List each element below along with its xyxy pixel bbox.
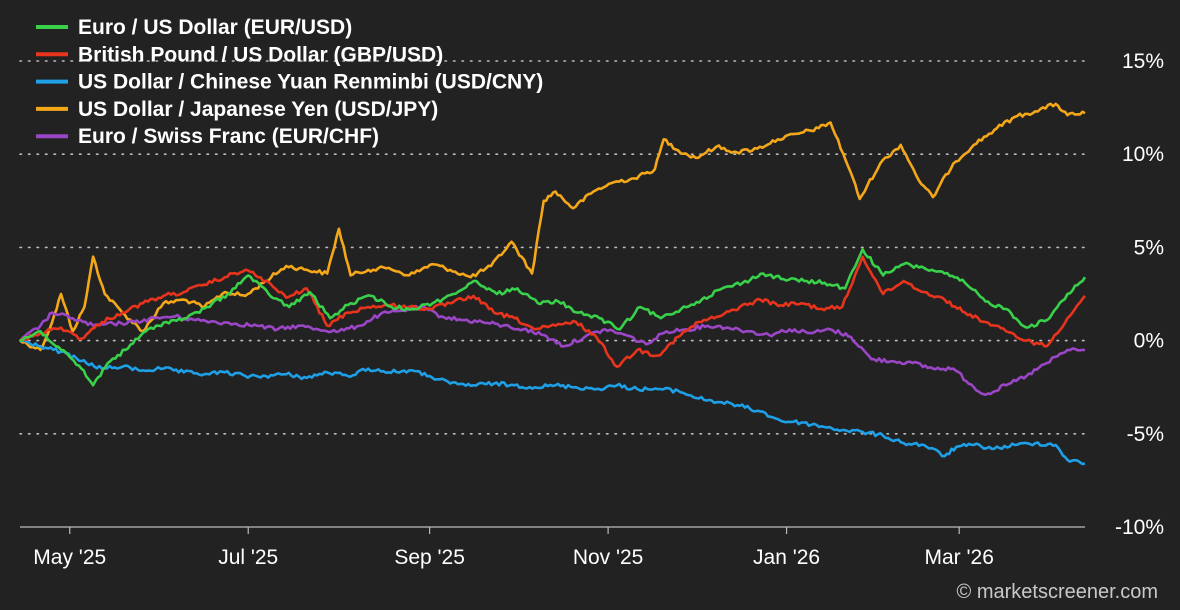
y-axis-ticks: 15% 10% 5% 0% -5% -10% [1115, 50, 1164, 539]
series-line [19, 304, 1085, 396]
x-tick-label: Nov '25 [573, 546, 644, 569]
legend-label: Euro / Swiss Franc (EUR/CHF) [78, 125, 379, 148]
x-axis-ticks: May '25 Jul '25 Sep '25 Nov '25 Jan '26 Mar '… [33, 527, 994, 569]
legend-label: US Dollar / Chinese Yuan Renminbi (USD/C… [78, 71, 543, 94]
x-tick-label: Jan '26 [753, 546, 820, 569]
copyright-text: © marketscreener.com [957, 581, 1158, 603]
x-tick-label: Sep '25 [394, 546, 465, 569]
legend: Euro / US Dollar (EUR/USD) British Pound … [36, 16, 543, 148]
y-tick-label: 15% [1122, 50, 1164, 73]
x-tick-label: May '25 [33, 546, 106, 569]
series-line [20, 339, 1086, 466]
x-tick-label: Mar '26 [925, 546, 994, 569]
series-line [19, 255, 1086, 368]
legend-label: British Pound / US Dollar (GBP/USD) [78, 43, 443, 66]
series-lines [19, 102, 1087, 466]
y-tick-label: -5% [1127, 423, 1164, 446]
series-line [19, 102, 1086, 352]
y-tick-label: 10% [1122, 143, 1164, 166]
y-tick-label: 5% [1134, 236, 1164, 259]
legend-label: US Dollar / Japanese Yen (USD/JPY) [78, 98, 438, 121]
y-tick-label: -10% [1115, 516, 1164, 539]
series-line [19, 248, 1087, 387]
y-tick-label: 0% [1134, 330, 1164, 353]
legend-label: Euro / US Dollar (EUR/USD) [78, 16, 352, 39]
x-tick-label: Jul '25 [218, 546, 278, 569]
